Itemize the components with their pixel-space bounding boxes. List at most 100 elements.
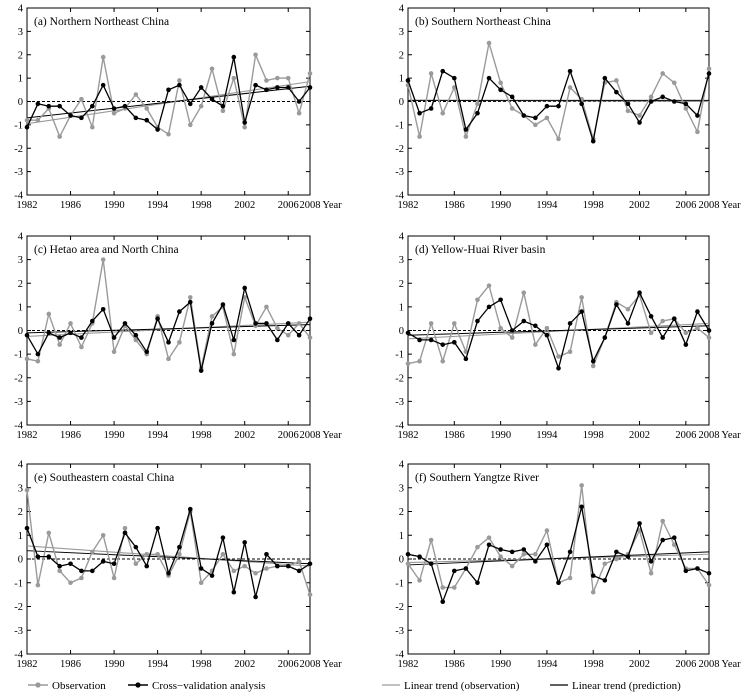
cv-point xyxy=(46,103,52,109)
y-tick-label: -1 xyxy=(395,350,404,361)
cv-point xyxy=(24,332,30,338)
cv-point xyxy=(625,101,631,107)
cv-point xyxy=(57,335,62,340)
observation-point xyxy=(133,337,139,343)
y-tick-label: -1 xyxy=(395,120,404,131)
observation-point xyxy=(177,340,182,345)
observation-point xyxy=(521,551,527,557)
cv-point xyxy=(264,321,269,326)
observation-point xyxy=(706,66,712,72)
observation-point xyxy=(79,575,84,581)
cv-point xyxy=(90,103,95,109)
y-tick-label: -2 xyxy=(14,373,23,384)
x-tick-label: 2002 xyxy=(234,200,255,211)
x-axis-label: Year xyxy=(322,200,342,211)
observation-point xyxy=(521,290,527,296)
y-tick-label: -2 xyxy=(395,373,404,384)
y-tick-label: -4 xyxy=(395,421,404,432)
cv-point xyxy=(556,366,561,371)
observation-point xyxy=(486,40,492,46)
cv-point xyxy=(614,89,619,95)
observation-point xyxy=(648,94,654,100)
cv-point xyxy=(24,124,30,130)
y-tick-label: 1 xyxy=(18,74,23,85)
cv-point xyxy=(452,340,457,345)
observation-point xyxy=(209,66,215,72)
cv-point xyxy=(144,117,150,123)
x-axis-label: Year xyxy=(721,430,741,441)
cv-point xyxy=(440,342,446,347)
x-tick-label: 1994 xyxy=(147,659,169,670)
observation-point xyxy=(133,561,139,567)
x-tick-label: 1998 xyxy=(583,430,604,441)
observation-point xyxy=(637,113,642,118)
observation-point xyxy=(509,106,515,111)
observation-point xyxy=(166,356,171,362)
observation-point xyxy=(428,537,434,543)
cv-point xyxy=(209,96,215,102)
observation-point xyxy=(602,561,608,567)
cv-point xyxy=(307,316,313,321)
x-tick-label: 1982 xyxy=(398,200,419,211)
observation-point xyxy=(296,559,302,564)
cv-point xyxy=(660,335,665,340)
y-tick-label: -1 xyxy=(395,578,404,589)
cv-point xyxy=(242,540,247,545)
y-tick-label: 4 xyxy=(18,4,24,15)
observation-point xyxy=(567,575,573,581)
cv-point xyxy=(111,335,117,340)
cv-point xyxy=(100,306,106,312)
observation-point xyxy=(579,295,584,300)
cv-point xyxy=(475,580,480,586)
observation-point xyxy=(428,321,434,326)
cv-point xyxy=(648,99,654,104)
panel-title: (e) Southeastern coastal China xyxy=(34,472,174,484)
cv-point xyxy=(90,318,95,324)
observation-point xyxy=(35,358,41,364)
observation-point xyxy=(296,110,302,116)
observation-line xyxy=(407,42,710,140)
observation-point xyxy=(242,124,247,130)
cv-point xyxy=(35,101,41,107)
cv-point xyxy=(417,110,422,116)
observation-point xyxy=(275,75,280,81)
observation-point xyxy=(198,103,204,109)
y-tick-label: -1 xyxy=(14,578,23,589)
observation-point xyxy=(498,80,503,86)
cv-point xyxy=(614,302,619,307)
cv-point xyxy=(242,285,247,291)
observation-point xyxy=(57,134,62,139)
cv-point xyxy=(637,290,642,296)
observation-point xyxy=(264,304,269,310)
x-tick-label: 1998 xyxy=(191,200,212,211)
cv-point xyxy=(521,547,527,552)
observation-point xyxy=(111,575,117,581)
legend-observation-marker xyxy=(35,682,41,688)
cv-point xyxy=(544,542,550,548)
cv-point xyxy=(111,561,117,567)
cv-point xyxy=(275,563,280,569)
cv-point xyxy=(625,554,631,559)
panel-title: (c) Hetao area and North China xyxy=(34,244,179,256)
x-tick-label: 2006 xyxy=(675,430,696,441)
y-tick-label: 1 xyxy=(399,302,404,313)
x-tick-label: 1990 xyxy=(104,200,125,211)
cv-point xyxy=(417,554,422,559)
cv-point xyxy=(428,561,434,567)
observation-point xyxy=(187,122,193,128)
observation-point xyxy=(264,566,269,571)
cv-point xyxy=(671,99,677,104)
cv-point xyxy=(706,328,712,333)
observation-point xyxy=(590,589,596,595)
cv-point xyxy=(253,82,258,88)
observation-point xyxy=(79,96,84,102)
observation-point xyxy=(307,592,313,597)
cv-point xyxy=(671,535,677,540)
x-tick-label: 2008 xyxy=(699,430,720,441)
x-tick-label: 2008 xyxy=(699,659,720,670)
observation-point xyxy=(24,487,30,493)
y-tick-label: -3 xyxy=(14,626,23,637)
trend-observation-line xyxy=(26,545,311,567)
cv-point xyxy=(57,563,62,569)
observation-point xyxy=(24,356,30,362)
